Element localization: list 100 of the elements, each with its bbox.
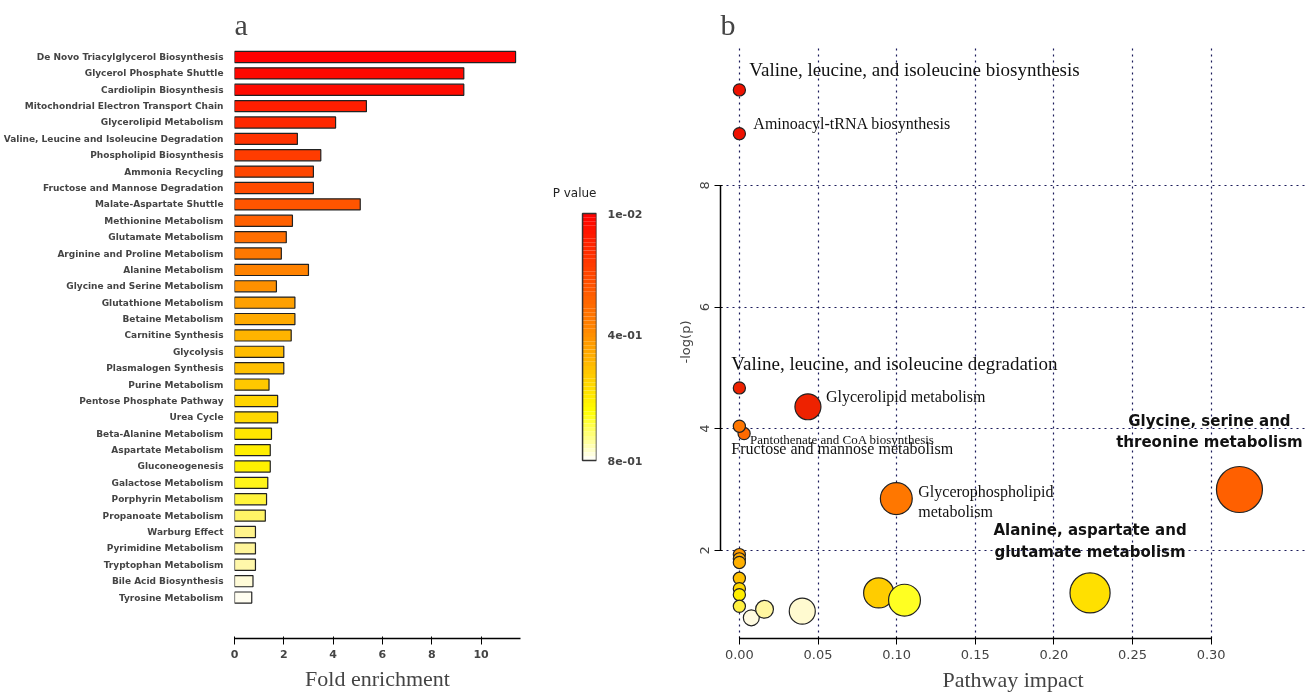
x-tick-label: 6 xyxy=(378,647,387,661)
y-tick-label: Tyrosine Metabolism xyxy=(118,592,224,603)
bar xyxy=(234,263,310,277)
y-tick-label: Aspartate Metabolism xyxy=(111,445,224,456)
x-axis-title: Pathway impact xyxy=(942,666,1084,692)
color-bar-title: P value xyxy=(552,185,597,200)
y-tick-label: Porphyrin Metabolism xyxy=(111,494,224,505)
bar xyxy=(234,476,269,490)
annotation: Glycine, serine and threonine metabolism xyxy=(1116,411,1303,452)
x-tick-label: 0.30 xyxy=(1196,646,1226,662)
x-tick-label: 4 xyxy=(329,647,338,661)
y-tick-label: Cardiolipin Biosynthesis xyxy=(101,84,224,95)
bar xyxy=(234,280,278,293)
bar xyxy=(234,67,465,80)
y-tick-label: Glycolysis xyxy=(172,346,224,357)
y-tick-label: Glutathione Metabolism xyxy=(101,297,224,308)
y-tick-label: Betaine Metabolism xyxy=(122,314,224,325)
chart-title: b xyxy=(720,7,736,41)
bar xyxy=(234,542,257,555)
bar xyxy=(234,149,322,162)
y-tick-label: Glutamate Metabolism xyxy=(108,232,224,243)
bar xyxy=(234,411,279,424)
y-tick-label: 2 xyxy=(697,546,713,555)
bar xyxy=(234,575,254,588)
y-tick-label: Pyrimidine Metabolism xyxy=(106,543,224,554)
y-tick-label: Fructose and Mannose Degradation xyxy=(42,183,224,194)
y-tick-label: Purine Metabolism xyxy=(128,379,224,390)
bar xyxy=(234,247,282,260)
x-tick-label: 10 xyxy=(473,647,490,661)
x-axis-title: Fold enrichment xyxy=(305,665,450,691)
y-tick-label: Propanoate Metabolism xyxy=(102,510,224,521)
bar xyxy=(234,83,465,96)
y-tick-label: Phospholipid Biosynthesis xyxy=(90,150,224,161)
y-tick-label: 8 xyxy=(697,181,713,190)
bar xyxy=(234,394,279,408)
y-tick-label: Warburg Effect xyxy=(147,527,225,538)
y-tick-label: De Novo Triacylglycerol Biosynthesis xyxy=(36,51,224,62)
y-tick-label: Gluconeogenesis xyxy=(137,461,224,472)
x-tick-label: 0.00 xyxy=(724,646,754,662)
y-tick-label: Pentose Phosphate Pathway xyxy=(79,395,224,406)
y-tick-label: Glycine and Serine Metabolism xyxy=(66,281,224,292)
bar xyxy=(234,591,253,604)
y-tick-label: Alanine Metabolism xyxy=(123,264,224,275)
y-tick-label: Galactose Metabolism xyxy=(111,477,224,488)
color-bar-label: 1e-02 xyxy=(607,207,643,221)
y-tick-label: Methionine Metabolism xyxy=(104,215,224,226)
annotation: Glycerophospholipid metabolism xyxy=(918,482,1054,521)
bar xyxy=(234,296,296,309)
bar xyxy=(234,198,361,211)
bar xyxy=(234,509,266,522)
y-tick-label: Arginine and Proline Metabolism xyxy=(57,248,224,259)
y-tick-label: Glycerolipid Metabolism xyxy=(100,117,224,128)
chart-title: a xyxy=(234,7,248,41)
bar xyxy=(234,427,273,440)
x-tick-label: 8 xyxy=(427,647,436,661)
color-bar-label: 8e-01 xyxy=(607,454,643,468)
y-tick-label: Carnitine Synthesis xyxy=(124,330,224,341)
bar xyxy=(234,345,285,358)
y-tick-label: Bile Acid Biosynthesis xyxy=(111,576,224,587)
y-axis-title: -log(p) xyxy=(677,320,693,364)
bar xyxy=(234,378,270,391)
y-tick-label: Mitochondrial Electron Transport Chain xyxy=(24,101,224,112)
bar xyxy=(234,230,287,244)
bar xyxy=(234,99,368,113)
y-tick-label: Beta-Alanine Metabolism xyxy=(96,428,224,439)
bar xyxy=(234,116,337,129)
x-tick-label: 0.20 xyxy=(1039,646,1069,662)
y-tick-label: Ammonia Recycling xyxy=(124,166,224,177)
annotation: Aminoacyl-tRNA biosynthesis xyxy=(753,114,951,133)
y-tick-label: Urea Cycle xyxy=(169,412,224,423)
annotation: Glycerolipid metabolism xyxy=(825,387,987,406)
bar xyxy=(234,525,257,539)
bar xyxy=(234,329,292,342)
y-tick-label: 6 xyxy=(697,302,713,312)
y-tick-label: Malate-Aspartate Shuttle xyxy=(94,199,224,210)
bar xyxy=(234,50,517,64)
color-bar-label: 4e-01 xyxy=(607,329,643,343)
y-tick-label: Tryptophan Metabolism xyxy=(103,559,224,570)
x-tick-label: 0.10 xyxy=(882,646,912,662)
x-tick-label: 0.05 xyxy=(803,646,833,662)
y-tick-label: Valine, Leucine and Isoleucine Degradation xyxy=(3,133,224,144)
bar xyxy=(234,493,268,506)
x-tick-label: 0 xyxy=(230,647,239,661)
bar xyxy=(234,214,294,227)
bar xyxy=(234,312,296,326)
annotation: Valine, leucine, and isoleucine biosynthesis xyxy=(749,58,1080,80)
annotation: Alanine, aspartate and glutamate metabolism xyxy=(993,521,1187,561)
bar xyxy=(234,460,271,473)
bar xyxy=(234,132,298,146)
x-tick-label: 0.25 xyxy=(1118,646,1147,662)
x-tick-label: 0.15 xyxy=(960,646,990,662)
bar xyxy=(234,181,314,195)
bar xyxy=(234,165,314,178)
y-tick-label: Plasmalogen Synthesis xyxy=(106,363,224,374)
bar xyxy=(234,443,271,457)
annotation: Valine, leucine, and isoleucine degradation xyxy=(731,352,1058,374)
y-tick-label: Glycerol Phosphate Shuttle xyxy=(84,68,224,79)
bar xyxy=(234,558,257,571)
bar xyxy=(234,362,285,375)
x-tick-label: 2 xyxy=(279,647,288,661)
